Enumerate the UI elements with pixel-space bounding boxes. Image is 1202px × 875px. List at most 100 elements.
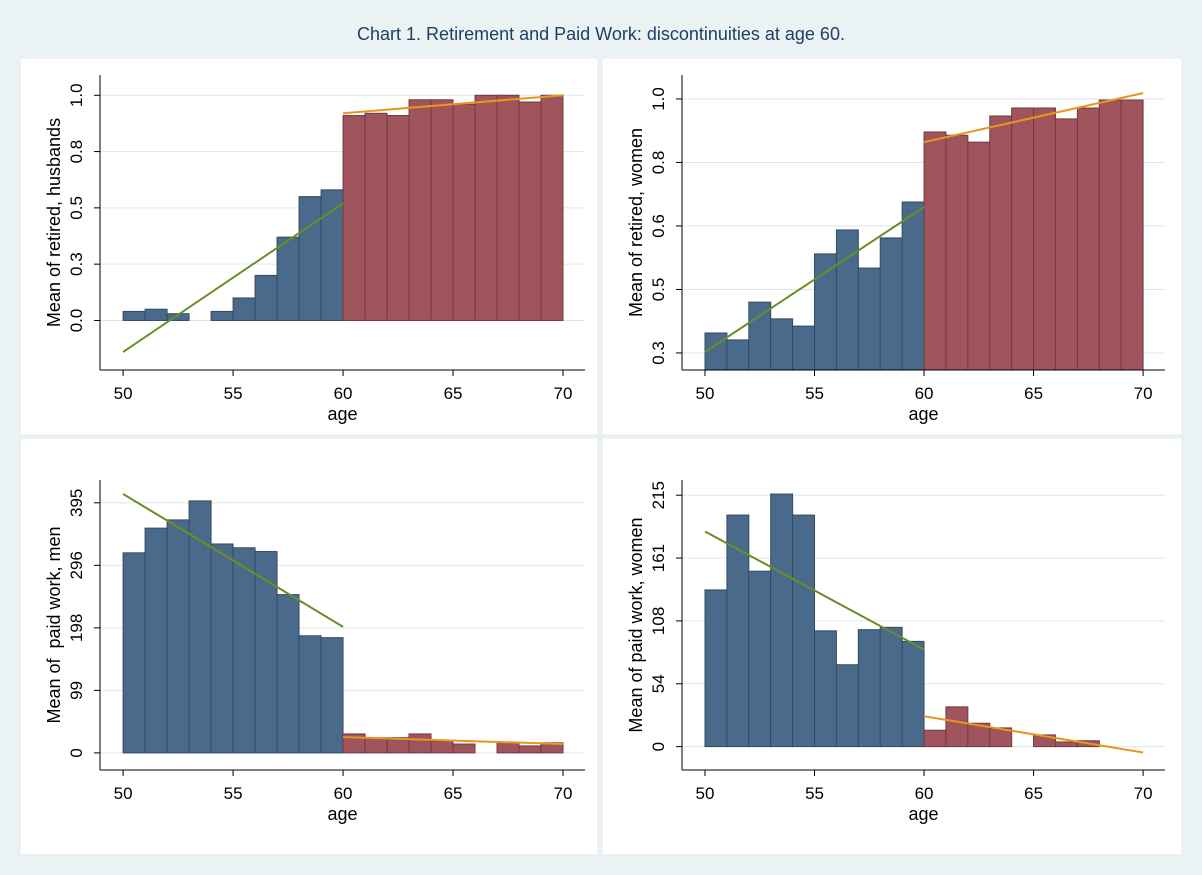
bar (770, 493, 794, 748)
y-tick-label: 215 (649, 481, 668, 509)
bar (298, 196, 322, 321)
x-tick-label: 55 (805, 384, 824, 403)
y-tick-label: 395 (67, 489, 86, 517)
bar (232, 297, 256, 321)
y-tick-label: 0.3 (649, 341, 668, 365)
figure-title: Chart 1. Retirement and Paid Work: disco… (357, 24, 845, 44)
bar (122, 552, 146, 754)
bar (210, 543, 234, 754)
y-tick-label: 296 (67, 551, 86, 579)
x-tick-label: 60 (334, 784, 353, 803)
bar (945, 706, 969, 748)
bar (1011, 107, 1035, 371)
y-tick-label: 161 (649, 544, 668, 572)
bar (408, 733, 432, 754)
x-tick-label: 60 (915, 784, 934, 803)
bar (518, 101, 542, 321)
bar (430, 99, 454, 321)
bar (166, 519, 190, 754)
bar (814, 630, 837, 748)
bar (144, 527, 168, 754)
bar (210, 310, 234, 321)
bar (923, 729, 947, 748)
bar (254, 551, 278, 754)
x-tick-label: 65 (1024, 784, 1043, 803)
bar (452, 103, 476, 321)
y-tick-label: 108 (649, 607, 668, 635)
bar (1054, 741, 1078, 748)
y-tick-label: 198 (67, 614, 86, 642)
bar (408, 99, 432, 321)
y-tick-label: 0.6 (649, 214, 668, 238)
bar (452, 743, 476, 754)
y-tick-label: 1.0 (67, 83, 86, 107)
bar (879, 626, 903, 748)
bar (144, 308, 168, 321)
fit-line (704, 206, 925, 353)
bar (770, 318, 794, 371)
bar (518, 745, 542, 754)
bar (792, 514, 816, 748)
bar (923, 131, 947, 371)
y-tick-label: 1.0 (649, 87, 668, 111)
y-tick-label: 0.0 (67, 309, 86, 333)
y-tick-label: 0 (649, 742, 668, 751)
x-tick-label: 50 (696, 784, 715, 803)
y-axis-title: Mean of retired, husbands (44, 118, 64, 327)
bar (1033, 107, 1056, 371)
bar (792, 325, 816, 371)
bar (726, 339, 750, 371)
x-tick-label: 70 (1134, 384, 1153, 403)
bar (188, 500, 212, 754)
bar (276, 594, 300, 754)
bar (232, 547, 256, 754)
bar (320, 189, 344, 321)
x-tick-label: 65 (1024, 384, 1043, 403)
bar (540, 94, 564, 321)
bar (496, 741, 520, 754)
bar (901, 640, 925, 748)
bar (835, 664, 859, 748)
x-tick-label: 60 (915, 384, 934, 403)
bar (945, 134, 969, 371)
bar (989, 115, 1013, 371)
x-tick-label: 55 (805, 784, 824, 803)
bar (1054, 118, 1078, 371)
x-tick-label: 60 (334, 384, 353, 403)
bar (1076, 107, 1100, 371)
bar (386, 115, 410, 321)
bar (430, 740, 454, 754)
bar (704, 589, 728, 748)
y-axis-title: Mean of paid work, men (44, 526, 64, 723)
y-axis-title: Mean of paid work, women (626, 517, 646, 732)
bar (967, 141, 991, 371)
fit-line (122, 202, 344, 353)
bar (901, 201, 925, 371)
x-tick-label: 55 (224, 784, 243, 803)
bar (276, 236, 300, 321)
x-axis-title: age (327, 404, 357, 424)
bar (1120, 99, 1144, 371)
bar (1098, 99, 1122, 371)
x-tick-label: 55 (224, 384, 243, 403)
fit-line (343, 736, 564, 746)
fit-line (122, 493, 344, 628)
fit-line (342, 94, 564, 115)
bar (254, 274, 278, 321)
y-tick-label: 54 (649, 674, 668, 693)
x-tick-label: 50 (114, 784, 133, 803)
fit-line (923, 715, 1144, 754)
x-axis-title: age (908, 404, 938, 424)
bar (879, 237, 903, 371)
x-tick-label: 65 (444, 784, 463, 803)
bar (364, 112, 388, 321)
x-tick-label: 50 (114, 384, 133, 403)
x-tick-label: 70 (554, 384, 573, 403)
bar (748, 570, 772, 748)
bar (857, 629, 881, 748)
bar (748, 301, 772, 371)
x-axis-title: age (327, 804, 357, 824)
y-axis-title: Mean of retired, women (626, 128, 646, 317)
bar (835, 229, 859, 371)
